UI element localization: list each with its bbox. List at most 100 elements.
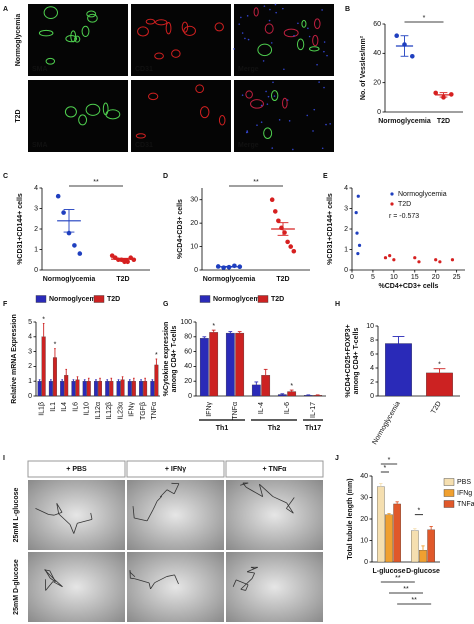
bar (131, 381, 136, 397)
y-tick-label: 40 (373, 50, 381, 57)
group-label: Th17 (305, 425, 321, 432)
vessel (81, 25, 90, 37)
legend-swatch (35, 295, 47, 303)
x-tick-label: IL4 (61, 402, 68, 412)
bar (411, 530, 419, 563)
x-tick-label: T2D (276, 276, 289, 283)
y-tick-label: 1 (344, 246, 348, 253)
panel-letter: F (3, 301, 8, 308)
nucleus (329, 123, 331, 125)
vessel (214, 22, 224, 32)
column-header (27, 460, 126, 478)
bar (251, 384, 261, 397)
tubule (73, 523, 78, 534)
vessel (102, 102, 109, 116)
tubule (56, 503, 63, 513)
tubule (55, 580, 63, 588)
bar (427, 529, 435, 563)
nucleus (269, 8, 271, 11)
x-tick-label: Normoglycemia (378, 118, 431, 125)
y-tick-label: 0 (188, 393, 192, 400)
micrograph (28, 552, 125, 622)
tubule (56, 503, 60, 514)
x-tick-label: IL1β (38, 402, 45, 416)
vessel (296, 38, 305, 51)
vessel (301, 19, 307, 28)
x-tick-label: Normoglycemia (43, 276, 96, 283)
panel-letter: D (163, 173, 168, 180)
vessel (171, 49, 181, 58)
nucleus (283, 68, 285, 71)
tubule (173, 483, 180, 494)
vessel (253, 7, 259, 17)
comparison-label: ** (395, 575, 401, 582)
nucleus (262, 60, 265, 62)
y-tick-label: 8 (370, 337, 374, 344)
micrograph (127, 552, 224, 622)
data-point (356, 194, 360, 198)
bar (426, 372, 453, 397)
tubule (240, 578, 253, 590)
y-axis-label: among CD4+ T-cells (171, 326, 178, 393)
micrograph (28, 80, 128, 152)
vessel (312, 34, 319, 47)
legend-swatch (93, 295, 105, 303)
data-point (354, 211, 358, 215)
nucleus (263, 5, 266, 7)
tubule (286, 508, 294, 514)
x-tick-label: IFNγ (206, 402, 213, 417)
treatment-label: + IFNγ (165, 466, 186, 473)
nucleus (275, 11, 277, 14)
data-point (413, 256, 417, 260)
bar (37, 381, 42, 397)
significance-label: * (54, 341, 57, 348)
x-tick-label: IL1 (50, 402, 57, 412)
vessel (137, 26, 149, 37)
significance-label: ** (93, 179, 99, 186)
y-axis-label: %CD4+CD3+ cells (177, 199, 184, 259)
y-tick-label: 2 (34, 226, 38, 233)
nucleus (313, 108, 316, 111)
y-tick-label: 20 (360, 516, 368, 523)
vessel (181, 21, 189, 33)
nucleus (247, 38, 250, 41)
bar (109, 381, 114, 397)
vessel (200, 106, 210, 119)
y-tick-label: 60 (373, 21, 381, 28)
tubule (286, 497, 295, 509)
tubule (159, 489, 168, 498)
y-tick-label: 60 (184, 348, 192, 355)
tubule (49, 570, 56, 582)
x-tick-label: IL-6 (284, 402, 291, 414)
nucleus (323, 41, 326, 43)
vessel (282, 97, 288, 109)
legend-swatch (257, 295, 269, 303)
tubule (134, 578, 150, 584)
column-header (225, 460, 324, 478)
x-tick-label: IL12β (106, 402, 113, 420)
tubule (58, 513, 71, 525)
micrograph (226, 480, 323, 550)
nucleus (306, 114, 309, 117)
data-point (433, 90, 439, 96)
tubule (251, 572, 255, 579)
y-axis-label: Relative mRNA Expression (11, 314, 18, 404)
legend-marker (390, 202, 394, 206)
y-tick-label: 4 (370, 365, 374, 372)
y-tick-label: 10 (366, 323, 374, 330)
tubule (150, 582, 155, 590)
y-tick-label: 0 (364, 559, 368, 566)
nucleus (246, 130, 248, 132)
comparison-label: * (384, 465, 387, 472)
y-tick-label: 10 (360, 537, 368, 544)
tubule (132, 506, 135, 519)
data-point (61, 210, 66, 215)
tubule (35, 508, 49, 515)
comparison-label: ** (403, 586, 409, 593)
micrograph (234, 80, 334, 152)
nucleus (238, 23, 241, 25)
y-axis-label: No. of Vessles/mm² (360, 35, 367, 100)
y-axis-label: among CD4+ T-cells (353, 328, 360, 395)
data-point (272, 209, 278, 214)
